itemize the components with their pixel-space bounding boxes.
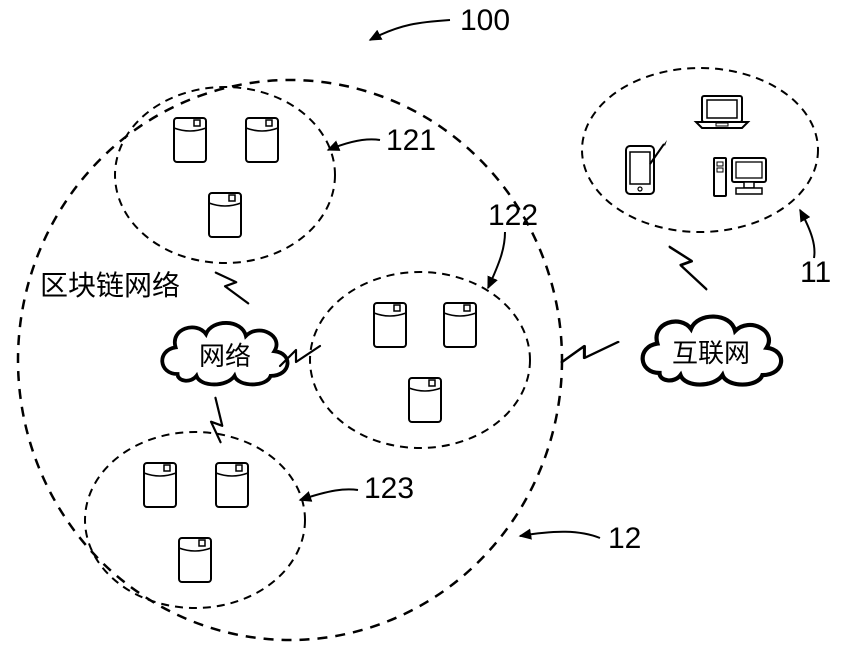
internet-cloud-label: 互联网	[672, 339, 750, 368]
node-cluster-121: 121	[115, 87, 436, 263]
server-icon	[179, 538, 211, 582]
client-group-ref: 11	[800, 256, 831, 289]
server-icon	[444, 303, 476, 347]
blockchain-network-boundary	[18, 80, 562, 640]
cluster-123-ref: 123	[364, 472, 414, 505]
figure-leader: 100	[370, 4, 510, 40]
server-icon	[144, 463, 176, 507]
network-cloud-label: 网络	[199, 342, 251, 371]
client-group: 11	[582, 68, 831, 289]
blockchain-ref-leader: 12	[520, 522, 641, 555]
blockchain-network-label: 区块链网络	[40, 270, 180, 302]
server-icon	[174, 118, 206, 162]
node-cluster-123: 123	[85, 432, 414, 608]
server-icon	[209, 193, 241, 237]
server-icon	[409, 378, 441, 422]
cluster-122-ref: 122	[488, 199, 538, 232]
link-icon	[202, 398, 234, 442]
link-icon	[670, 240, 707, 296]
internet-cloud: 互联网	[643, 317, 781, 385]
server-icon	[246, 118, 278, 162]
link-icon	[562, 342, 618, 362]
figure-ref-label: 100	[460, 4, 510, 37]
node-cluster-122: 122	[310, 199, 538, 448]
blockchain-ref-label: 12	[608, 522, 641, 555]
laptop-icon	[696, 96, 748, 128]
phone-icon	[626, 140, 667, 194]
desktop-icon	[714, 158, 766, 196]
cluster-121-ref: 121	[386, 124, 436, 157]
link-icon	[216, 266, 248, 310]
network-cloud: 网络	[162, 323, 287, 385]
server-icon	[216, 463, 248, 507]
server-icon	[374, 303, 406, 347]
